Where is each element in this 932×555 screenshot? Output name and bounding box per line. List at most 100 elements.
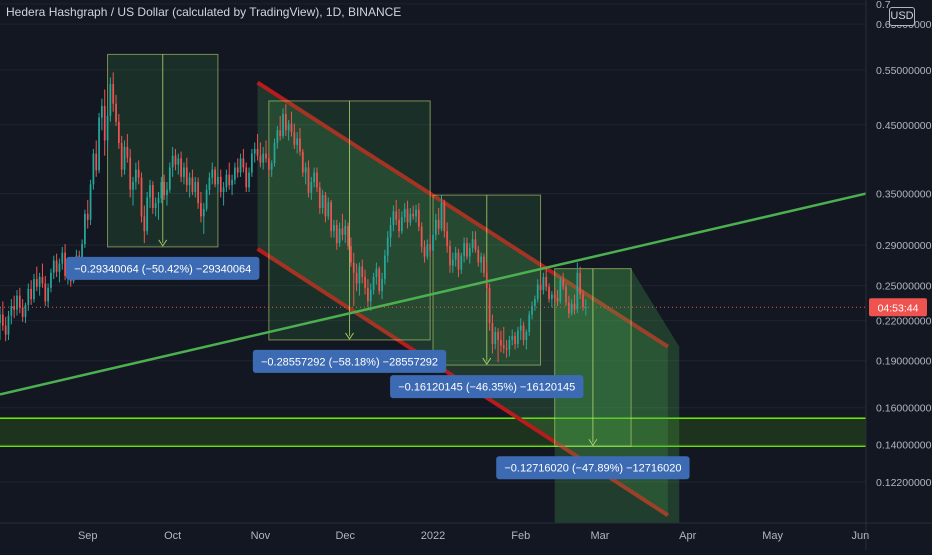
candle-body	[86, 213, 89, 220]
candle-body	[392, 211, 395, 225]
candle-body	[316, 172, 318, 188]
candle-body	[372, 277, 375, 291]
candle-body	[228, 174, 231, 186]
candle-body	[58, 263, 61, 272]
candle-body	[417, 209, 420, 227]
channel-fill	[257, 82, 668, 516]
measure-label-bg-4	[496, 456, 690, 480]
candle-body	[463, 243, 466, 256]
candle-body	[137, 169, 140, 178]
candle-body	[44, 283, 47, 302]
candle-body	[350, 245, 352, 263]
candle-body	[497, 332, 499, 340]
time-tick-label: Sep	[78, 530, 98, 542]
candle-body	[270, 163, 273, 170]
candle-body	[157, 198, 160, 204]
candle-body	[553, 294, 556, 298]
candle-body	[375, 268, 378, 278]
candle-body	[347, 225, 349, 246]
candle-body	[432, 234, 434, 251]
candle-body	[324, 195, 327, 217]
candle-body	[168, 167, 171, 190]
candle-body	[279, 130, 282, 136]
candle-body	[400, 217, 403, 232]
candle-body	[183, 167, 185, 177]
candle-body	[287, 123, 290, 131]
candle-body	[525, 332, 528, 340]
candle-body	[528, 314, 531, 333]
candle-body	[364, 277, 366, 288]
candle-body	[559, 280, 562, 302]
candle-body	[477, 249, 480, 263]
candle-body	[256, 148, 259, 156]
candle-body	[534, 299, 536, 307]
candle-body	[542, 277, 545, 291]
measure-arrow-head	[482, 357, 492, 365]
price-tick-label: 0.19000000	[876, 356, 932, 368]
candle-body	[440, 203, 443, 229]
candle-body	[276, 130, 279, 144]
time-tick-label: Apr	[679, 530, 696, 542]
support-zone	[0, 417, 866, 447]
measure-arrow-head	[345, 332, 354, 340]
candle-body	[101, 105, 103, 118]
price-tick-label: 0.55000000	[876, 65, 932, 77]
candle-body	[437, 219, 440, 229]
candle-body	[50, 272, 52, 288]
candle-body	[327, 202, 330, 217]
candle-body	[545, 277, 548, 287]
price-tick-label: 0.35000000	[876, 189, 932, 201]
candle-body	[565, 286, 567, 303]
measure-label-3: −0.16120145 (−46.35%) −16120145	[398, 382, 575, 394]
candle-body	[219, 176, 222, 192]
chart-title: Hedera Hashgraph / US Dollar (calculated…	[6, 5, 402, 19]
price-axis-bg	[866, 0, 932, 550]
candle-body	[556, 297, 559, 302]
candle-body	[146, 197, 149, 232]
time-tick-label: Nov	[251, 530, 271, 542]
candle-body	[231, 179, 233, 186]
candle-body	[166, 189, 168, 196]
candle-body	[30, 288, 33, 300]
price-tick-label: 0.22000000	[876, 316, 932, 328]
candle-body	[84, 213, 86, 245]
candle-body	[468, 247, 471, 257]
candle-body	[188, 177, 191, 186]
candle-body	[24, 304, 27, 317]
channel-upper-line	[256, 80, 669, 349]
candle-body	[384, 255, 386, 280]
candle-body	[403, 208, 406, 218]
candle-body	[517, 330, 519, 344]
candle-body	[33, 279, 35, 300]
candle-body	[443, 203, 446, 232]
candle-body	[471, 239, 474, 248]
candle-body	[415, 209, 417, 217]
candle-body	[562, 280, 565, 287]
measure-label-1: −0.29340064 (−50.42%) −29340064	[74, 263, 251, 275]
candle-body	[7, 315, 10, 335]
currency-button[interactable]: USD	[889, 7, 915, 26]
time-tick-label: Feb	[511, 530, 530, 542]
candle-body	[429, 244, 432, 251]
candles	[0, 72, 587, 363]
candle-body	[576, 272, 579, 310]
candle-body	[205, 189, 208, 209]
candle-body	[174, 155, 177, 165]
candle-body	[194, 182, 197, 192]
candle-body	[412, 213, 415, 217]
candle-body	[381, 279, 383, 292]
candle-body	[369, 290, 372, 302]
candle-body	[81, 244, 83, 269]
candle-body	[570, 303, 573, 314]
candle-body	[355, 272, 358, 284]
candle-body	[282, 114, 284, 136]
candle-body	[149, 185, 151, 198]
candle-body	[10, 306, 13, 316]
time-axis-bg	[0, 523, 932, 550]
candle-body	[491, 323, 494, 344]
candle-body	[304, 167, 307, 173]
candle-body	[341, 228, 344, 235]
candle-body	[117, 121, 120, 144]
